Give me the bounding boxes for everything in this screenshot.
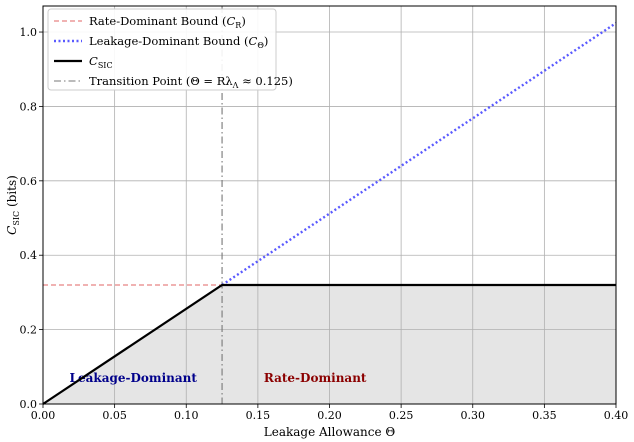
legend-label-rate: Rate-Dominant Bound (CR) [89, 14, 246, 30]
x-tick-label: 0.00 [31, 409, 56, 422]
x-axis-label: Leakage Allowance Θ [264, 425, 396, 439]
x-tick-label: 0.20 [317, 409, 342, 422]
x-tick-label: 0.10 [174, 409, 199, 422]
y-axis-label: CSIC (bits) [5, 175, 21, 235]
y-tick-label: 0.4 [20, 249, 38, 262]
leakage-dominant-label: Leakage-Dominant [70, 371, 198, 385]
x-tick-label: 0.35 [532, 409, 557, 422]
y-tick-label: 0.6 [20, 175, 38, 188]
y-tick-label: 1.0 [20, 26, 38, 39]
y-tick-label: 0.2 [20, 324, 38, 337]
x-tick-label: 0.15 [246, 409, 271, 422]
x-tick-label: 0.30 [461, 409, 486, 422]
leakage-bound-line [221, 22, 617, 286]
x-tick-label: 0.40 [604, 409, 629, 422]
legend-label-csic: CSIC [89, 54, 113, 70]
rate-dominant-label: Rate-Dominant [264, 371, 367, 385]
legend: Rate-Dominant Bound (CR) Leakage-Dominant… [47, 8, 293, 91]
x-tick-label: 0.25 [389, 409, 414, 422]
csic-line [42, 283, 616, 405]
legend-label-trans: Transition Point (Θ = RλΛ ≈ 0.125) [89, 74, 293, 90]
plot-area: Leakage-Dominant Rate-Dominant 0.00 0.05 0.1… [20, 5, 629, 422]
y-tick-label: 0.0 [20, 398, 38, 411]
legend-box [47, 8, 277, 91]
y-tick-label: 0.8 [20, 100, 38, 113]
legend-label-leak: Leakage-Dominant Bound (CΘ) [89, 34, 268, 50]
x-tick-label: 0.05 [102, 409, 127, 422]
